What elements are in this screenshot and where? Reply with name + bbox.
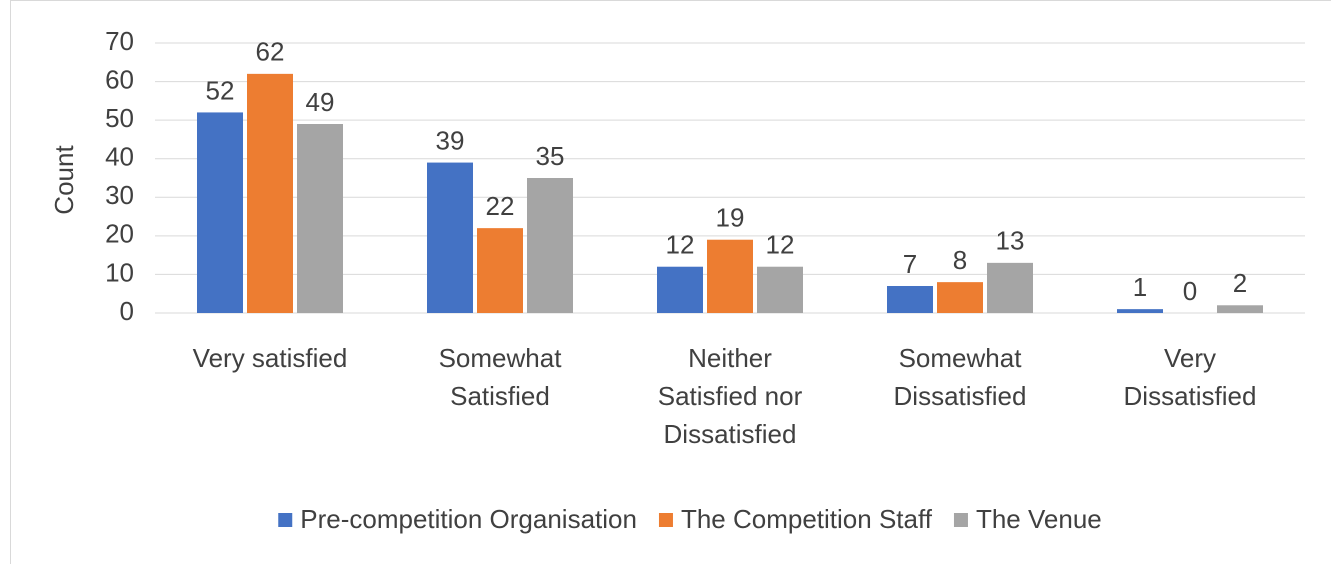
legend-swatch xyxy=(658,513,673,527)
legend-label: The Venue xyxy=(976,504,1102,534)
x-tick-label: Satisfied xyxy=(450,381,550,411)
y-tick-label: 30 xyxy=(105,180,134,210)
data-label: 1 xyxy=(1133,272,1147,302)
y-tick-label: 20 xyxy=(105,219,134,249)
data-label: 0 xyxy=(1183,276,1197,306)
chart-border xyxy=(10,0,1331,564)
x-tick-label: Very satisfied xyxy=(193,343,348,373)
x-tick-label: Dissatisfied xyxy=(894,381,1027,411)
bar xyxy=(527,178,573,313)
legend-label: Pre-competition Organisation xyxy=(300,504,637,534)
bar xyxy=(1117,309,1163,313)
y-axis-label: Count xyxy=(49,145,79,215)
bar xyxy=(757,266,803,313)
data-label: 2 xyxy=(1233,268,1247,298)
bar xyxy=(297,124,343,313)
y-tick-label: 60 xyxy=(105,64,134,94)
x-tick-label: Somewhat xyxy=(439,343,563,373)
x-tick-label: Satisfied nor xyxy=(658,381,803,411)
y-tick-label: 0 xyxy=(120,296,134,326)
y-tick-label: 70 xyxy=(105,26,134,56)
bar xyxy=(937,282,983,313)
x-tick-label: Neither xyxy=(688,343,772,373)
legend-item: The Venue xyxy=(953,504,1102,534)
bar xyxy=(707,239,753,313)
bar xyxy=(987,262,1033,313)
data-label: 35 xyxy=(536,141,565,171)
bar xyxy=(427,162,473,313)
legend-item: The Competition Staff xyxy=(658,504,933,534)
y-tick-label: 50 xyxy=(105,103,134,133)
data-label: 49 xyxy=(306,87,335,117)
bar xyxy=(657,266,703,313)
x-tick-label: Dissatisfied xyxy=(664,419,797,449)
bar xyxy=(477,228,523,313)
legend-item: Pre-competition Organisation xyxy=(278,504,637,534)
legend-label: The Competition Staff xyxy=(681,504,933,534)
data-label: 19 xyxy=(716,203,745,233)
bar xyxy=(197,112,243,313)
data-label: 7 xyxy=(903,249,917,279)
data-label: 52 xyxy=(206,75,235,105)
y-tick-label: 40 xyxy=(105,142,134,172)
data-label: 62 xyxy=(256,37,285,67)
data-label: 12 xyxy=(766,230,795,260)
x-tick-label: Dissatisfied xyxy=(1124,381,1257,411)
legend-swatch xyxy=(953,513,968,527)
bar xyxy=(247,73,293,313)
bar xyxy=(887,286,933,313)
data-label: 39 xyxy=(436,125,465,155)
x-tick-label: Very xyxy=(1164,343,1216,373)
bar xyxy=(1217,305,1263,313)
data-label: 13 xyxy=(996,226,1025,256)
data-label: 8 xyxy=(953,245,967,275)
x-tick-label: Somewhat xyxy=(899,343,1023,373)
y-tick-label: 10 xyxy=(105,257,134,287)
legend-swatch xyxy=(278,513,293,527)
data-label: 22 xyxy=(486,191,515,221)
data-label: 12 xyxy=(666,230,695,260)
